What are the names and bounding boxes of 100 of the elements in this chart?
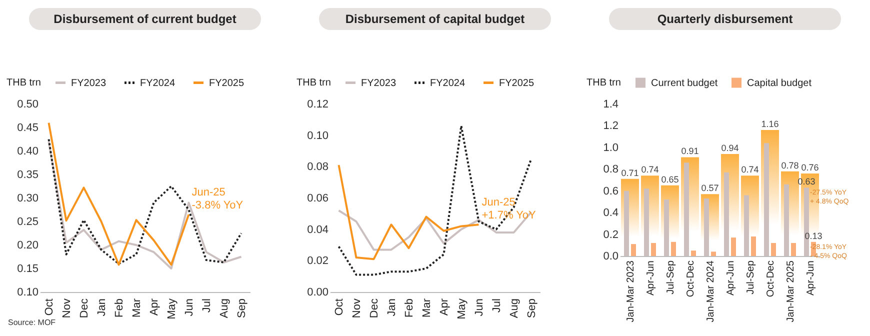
bar <box>751 236 756 256</box>
x-tick-label: Apr-Jun <box>806 260 816 296</box>
x-tick-label: Sep <box>526 298 538 318</box>
legend-label: Current budget <box>651 78 718 89</box>
y-tick-label: 0.30 <box>17 192 38 204</box>
x-tick-label: Apr-Jun <box>646 260 656 296</box>
annotation: Jun-25 <box>482 196 516 209</box>
x-tick-label: Jun <box>473 298 486 316</box>
bar <box>671 242 676 256</box>
data-label: 0.74 <box>741 164 759 175</box>
bar <box>651 242 656 256</box>
x-tick-label: Jul <box>490 298 503 313</box>
legend-label: FY2025 <box>499 78 534 89</box>
source-note: Source: MOF <box>8 318 56 327</box>
bar <box>744 195 749 256</box>
y-tick-label: 0.35 <box>17 169 38 181</box>
y-tick-label: 0.10 <box>307 130 328 142</box>
annotation: Jun-25 <box>192 186 226 198</box>
y-tick-label: 0.50 <box>17 98 38 110</box>
chart-title: Disbursement of capital budget <box>319 8 551 30</box>
y-tick-label: 0.0 <box>603 250 618 262</box>
x-tick-label: Oct <box>333 298 346 316</box>
chart-title: Disbursement of current budget <box>29 8 261 30</box>
y-axis-title: THB trn <box>586 78 621 88</box>
bar <box>711 252 716 256</box>
x-tick-label: May <box>166 298 178 320</box>
data-label: 0.74 <box>641 164 659 175</box>
x-tick-label: Nov <box>60 298 73 318</box>
x-tick-label: Dec <box>368 298 380 318</box>
bar <box>771 242 776 256</box>
x-tick-label: Feb <box>403 298 416 318</box>
y-axis-title: THB trn <box>6 78 41 88</box>
bar <box>784 184 789 256</box>
legend-label: Capital budget <box>747 78 812 89</box>
y-tick-label: 0.00 <box>307 286 328 298</box>
data-label: 0.94 <box>721 142 739 153</box>
annotation: -3.8% YoY <box>192 199 244 212</box>
x-tick-label: Nov <box>350 298 363 318</box>
legend-label: FY2023 <box>71 78 106 89</box>
x-tick-label: Apr-Jun <box>726 260 736 296</box>
x-tick-label: Aug <box>218 298 230 318</box>
y-tick-label: 0.15 <box>17 263 38 275</box>
bar <box>791 242 796 256</box>
x-tick-label: Jan-Mar 2025 <box>786 260 796 322</box>
y-tick-label: 0.40 <box>17 146 38 158</box>
data-label: 0.78 <box>781 160 799 170</box>
data-label: 0.76 <box>801 162 819 172</box>
y-tick-label: 0.06 <box>307 192 328 204</box>
x-tick-label: Feb <box>113 298 126 318</box>
legend-label: FY2024 <box>430 78 466 89</box>
x-tick-label: Dec <box>78 298 90 318</box>
x-tick-label: Jul-Sep <box>746 260 756 294</box>
line-series <box>48 122 190 266</box>
bar <box>631 244 636 256</box>
x-tick-label: May <box>456 298 468 320</box>
data-label: 1.16 <box>761 119 779 130</box>
bar <box>724 172 729 256</box>
bar <box>644 188 649 256</box>
x-tick-label: Oct-Dec <box>766 260 776 298</box>
x-tick-label: Aug <box>508 298 520 318</box>
bar <box>704 198 709 256</box>
y-tick-label: 0.02 <box>307 255 328 268</box>
x-tick-label: Jul <box>200 298 213 313</box>
bar <box>764 143 769 256</box>
bar <box>664 200 669 256</box>
line-series <box>338 164 480 260</box>
chart-title: Quarterly disbursement <box>609 8 841 30</box>
x-tick-label: Oct <box>43 298 56 316</box>
y-tick-label: 0.4 <box>603 207 618 220</box>
legend-label: FY2023 <box>361 78 396 89</box>
y-tick-label: 1.2 <box>603 120 618 132</box>
data-label: 0.57 <box>701 183 719 194</box>
y-tick-label: 0.20 <box>17 240 38 252</box>
y-tick-label: 0.08 <box>307 161 328 174</box>
y-axis-title: THB trn <box>296 78 331 88</box>
x-tick-label: Apr <box>438 298 450 316</box>
data-label: 0.65 <box>661 174 679 184</box>
data-label: 0.91 <box>681 146 699 156</box>
x-tick-label: Mar <box>130 298 143 318</box>
bar <box>684 162 689 256</box>
x-tick-label: Oct-Dec <box>686 260 696 298</box>
x-tick-label: Jan-Mar 2023 <box>626 260 636 322</box>
y-tick-label: 0.45 <box>17 122 38 134</box>
y-tick-label: 0.2 <box>603 228 618 241</box>
data-label: 0.13 <box>804 230 822 241</box>
y-tick-label: 0.8 <box>603 164 618 176</box>
y-tick-label: 0.10 <box>17 286 38 298</box>
bar <box>624 190 629 256</box>
x-tick-label: Jan-Mar 2024 <box>706 260 716 322</box>
annotation: +1.7% YoY <box>482 210 537 222</box>
x-tick-label: Jan <box>386 298 398 316</box>
legend-label: FY2025 <box>209 78 244 89</box>
y-tick-label: 0.04 <box>307 224 328 236</box>
data-label: 0.71 <box>621 168 639 178</box>
y-tick-label: 0.25 <box>17 216 38 228</box>
x-tick-label: Jun <box>183 298 196 316</box>
bar <box>731 238 736 256</box>
x-tick-label: Apr <box>148 298 160 316</box>
bar <box>691 250 696 256</box>
y-tick-label: 0.6 <box>603 185 618 198</box>
